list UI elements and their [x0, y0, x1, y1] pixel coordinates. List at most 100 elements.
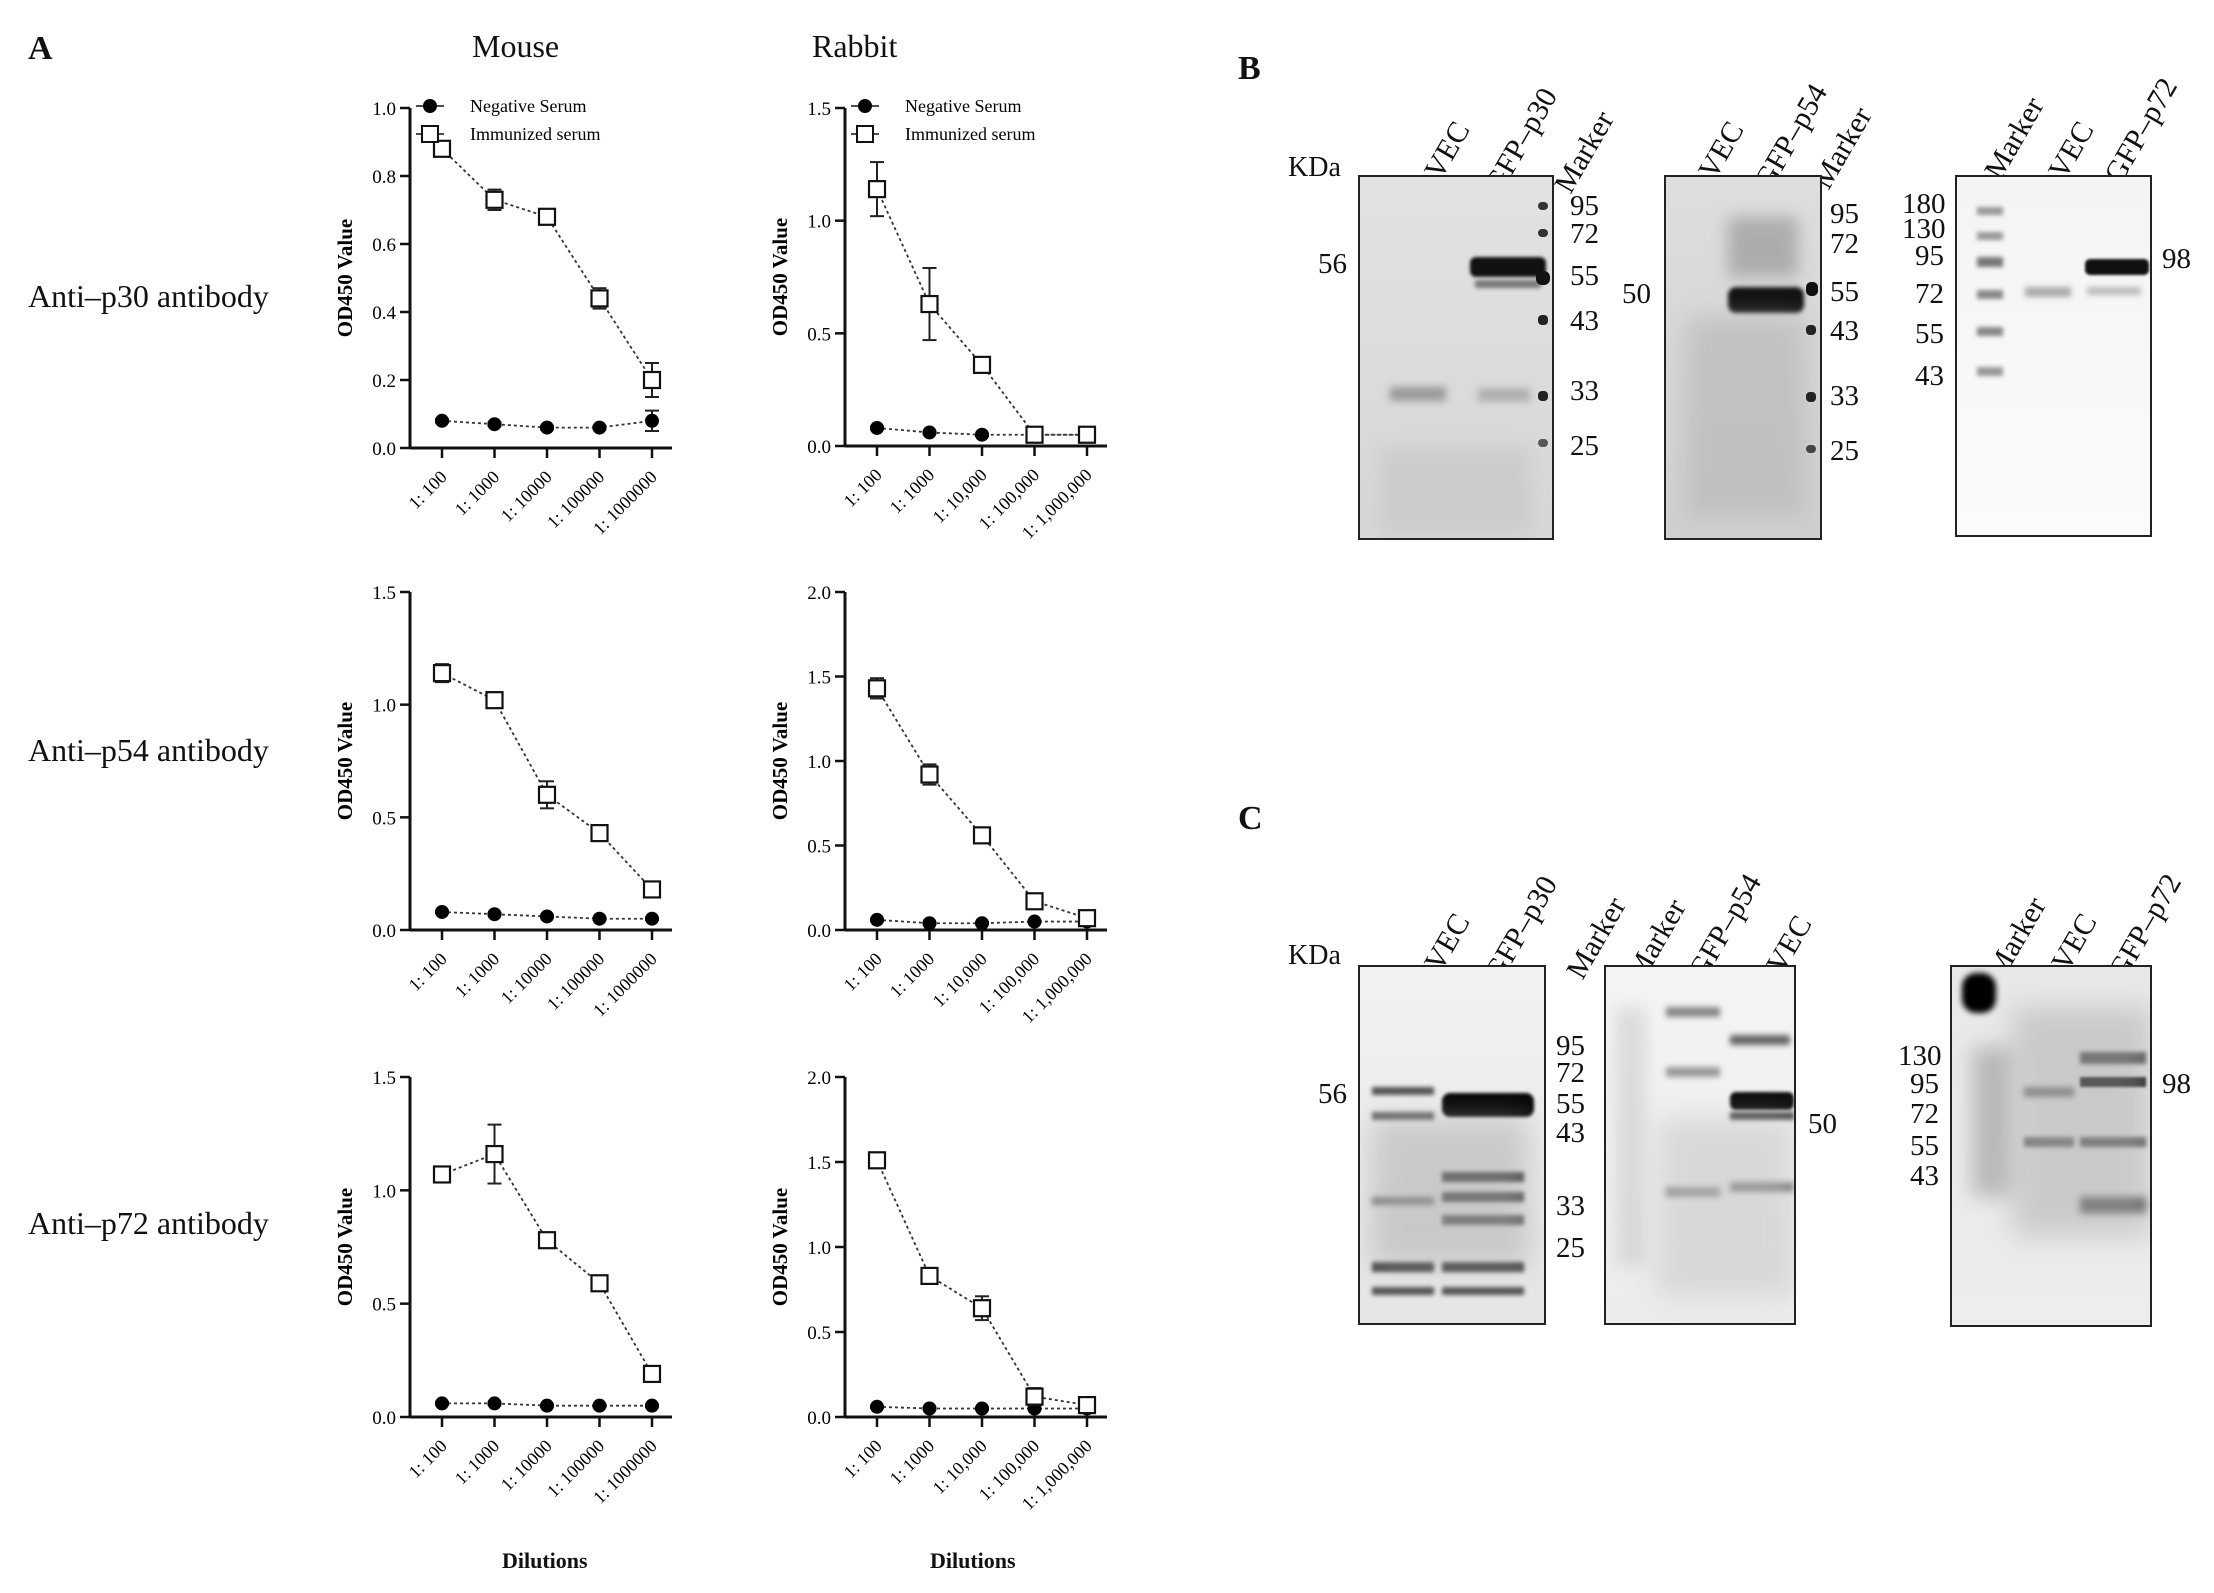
series-line-immunized — [876, 188, 1087, 436]
blot-c1-marker-95: 95 — [1556, 1030, 1585, 1062]
band — [1475, 280, 1541, 288]
point-immunized — [1077, 1395, 1097, 1415]
band — [2087, 287, 2141, 295]
y-tick-label: 0.5 — [372, 1295, 396, 1316]
marker-band — [1538, 229, 1548, 237]
blot-b1-marker-33: 33 — [1570, 375, 1599, 407]
y-axis-title: OD450 Value — [333, 702, 357, 820]
blot-b3-lane-marker: Marker — [1978, 91, 2051, 185]
marker-band — [1536, 271, 1550, 285]
point-immunized — [590, 1274, 609, 1293]
point-negative — [487, 907, 502, 922]
series-line-negative — [441, 911, 652, 920]
x-tick-label: 1: 1000 — [451, 1436, 504, 1489]
band — [1372, 1287, 1434, 1295]
blot-c1-marker-25: 25 — [1556, 1232, 1585, 1264]
point-immunized — [972, 1299, 992, 1318]
band — [1730, 1035, 1790, 1045]
point-immunized — [432, 1165, 452, 1184]
blot-b2-marker-55: 55 — [1830, 276, 1859, 308]
blot-b2-band-label: 50 — [1622, 278, 1651, 310]
row-label-p30: Anti–p30 antibody — [28, 278, 269, 314]
series-line-negative — [442, 1402, 652, 1407]
blot-b3-marker-55: 55 — [1915, 318, 1944, 350]
legend-label-negative: Negative Serum — [905, 96, 1021, 116]
blot-b2-marker-25: 25 — [1830, 435, 1859, 467]
blot-b3-marker-43: 43 — [1915, 360, 1944, 392]
y-tick-label: 1.0 — [807, 212, 831, 233]
smear — [2012, 1007, 2150, 1237]
point-immunized — [1025, 892, 1044, 911]
point-immunized — [537, 785, 557, 804]
legend-label-immunized: Immunized serum — [905, 124, 1035, 144]
legend-marker-negative — [858, 99, 872, 113]
y-tick-label: 2.0 — [807, 583, 831, 604]
row-label-p72: Anti–p72 antibody — [28, 1205, 269, 1241]
species-header-rabbit: Rabbit — [812, 28, 898, 64]
point-immunized — [1025, 425, 1044, 444]
blot-b1-band-label: 56 — [1318, 248, 1347, 280]
blot-b1 — [1358, 175, 1554, 540]
point-immunized — [590, 289, 609, 308]
marker-smear — [1972, 1047, 2012, 1197]
blot-c3-marker-130: 130 — [1898, 1040, 1942, 1072]
blot-c3-marker-95: 95 — [1910, 1068, 1939, 1100]
band — [1728, 287, 1804, 313]
legend-marker-immunized — [421, 125, 439, 143]
point-immunized — [642, 1364, 662, 1384]
series-line-immunized — [441, 148, 653, 381]
series-line-negative — [876, 427, 1087, 436]
blot-c2 — [1604, 965, 1796, 1325]
marker-band — [1806, 325, 1816, 335]
point-negative — [975, 1401, 989, 1416]
point-negative — [435, 413, 449, 428]
point-negative — [592, 911, 607, 926]
smear — [1728, 217, 1798, 277]
x-tick-label: 1: 100 — [840, 465, 886, 511]
x-tick-label: 1: 100 — [405, 949, 451, 995]
blot-b1-kda-label: KDa — [1288, 152, 1341, 183]
marker-band — [1977, 207, 2003, 215]
y-tick-label: 1.5 — [807, 99, 831, 120]
point-negative — [922, 425, 937, 440]
band — [1470, 257, 1546, 277]
point-immunized — [590, 824, 609, 843]
point-negative — [922, 1401, 937, 1416]
point-immunized — [867, 679, 887, 698]
series-line-negative — [876, 1405, 1087, 1410]
point-negative — [540, 420, 554, 435]
x-tick-label: 1: 1000 — [451, 949, 504, 1002]
y-tick-label: 0.0 — [372, 439, 396, 460]
point-negative — [645, 911, 659, 926]
panel-letter-b: B — [1238, 50, 1261, 87]
point-immunized — [972, 826, 992, 845]
point-immunized — [642, 370, 662, 390]
point-immunized — [432, 139, 452, 158]
blot-b1-marker-25: 25 — [1570, 430, 1599, 462]
y-tick-label: 0.0 — [372, 921, 396, 942]
x-axis-title-rabbit: Dilutions — [930, 1548, 1016, 1573]
blot-b3-marker-130: 130 — [1902, 213, 1946, 245]
legend-label-negative: Negative Serum — [470, 96, 586, 116]
blot-b3-lane-gfp-p72: GFP–p72 — [2098, 72, 2185, 189]
blot-b1-marker-43: 43 — [1570, 305, 1599, 337]
point-immunized — [867, 1151, 887, 1170]
point-immunized — [432, 664, 452, 683]
point-negative — [435, 904, 449, 919]
band — [1390, 387, 1446, 401]
y-tick-label: 1.0 — [807, 1238, 831, 1259]
y-axis-title: OD450 Value — [768, 1188, 792, 1306]
smear — [1656, 1117, 1794, 1297]
smear — [1370, 1117, 1530, 1267]
marker-band — [1538, 391, 1548, 401]
y-tick-label: 1.0 — [372, 1181, 396, 1202]
y-tick-label: 0.0 — [807, 437, 831, 458]
panel-letter-c: C — [1238, 800, 1263, 837]
marker-band — [1977, 327, 2003, 336]
band — [2085, 259, 2149, 275]
marker-band — [1977, 367, 2003, 376]
x-tick-label: 1: 1000 — [886, 949, 939, 1002]
y-tick-label: 1.5 — [372, 583, 396, 604]
blot-b2-marker-72: 72 — [1830, 228, 1859, 260]
